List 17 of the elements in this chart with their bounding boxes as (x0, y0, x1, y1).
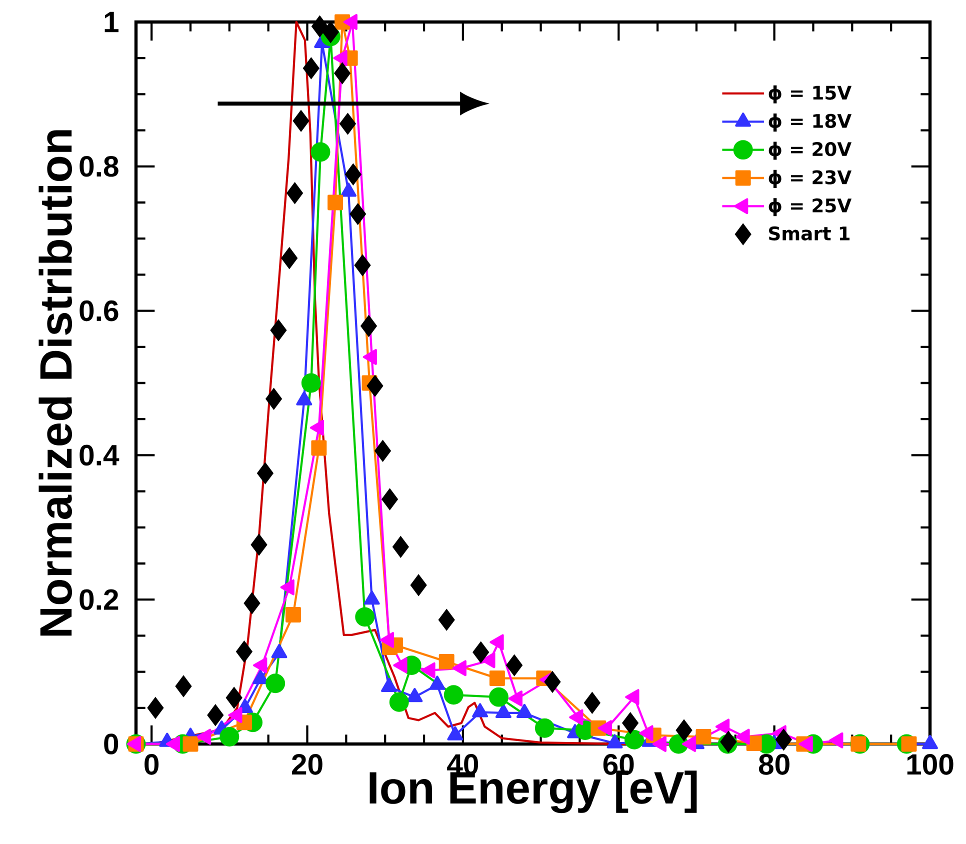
x-tick-label: 20 (292, 754, 322, 775)
legend-label: ϕ = 25V (768, 198, 852, 216)
x-tick-label: 100 (907, 754, 954, 775)
y-tick-label: 0.6 (80, 300, 118, 322)
legend-label: ϕ = 23V (768, 170, 852, 188)
y-axis-title: Normalized Distribution (38, 130, 72, 636)
y-tick-label: 0.4 (80, 444, 120, 466)
x-tick-label: 80 (758, 754, 790, 775)
y-tick-label: 0 (104, 734, 118, 754)
legend-label: ϕ = 20V (768, 142, 852, 160)
y-tick-label: 0.8 (80, 156, 118, 177)
legend-label: ϕ = 18V (768, 114, 852, 132)
x-tick-label: 0 (144, 754, 159, 775)
y-tick-label: 0.2 (80, 589, 118, 610)
legend-label: ϕ = 15V (768, 85, 852, 104)
y-tick-label: 1 (104, 12, 118, 32)
legend-label: Smart 1 (769, 226, 850, 240)
